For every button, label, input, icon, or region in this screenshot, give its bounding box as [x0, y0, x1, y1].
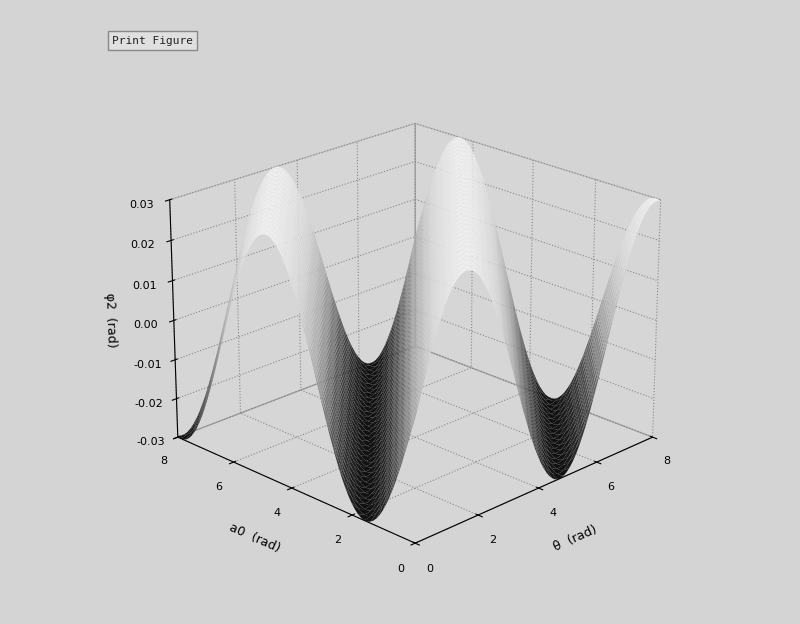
X-axis label: θ  (rad): θ (rad)	[552, 523, 599, 553]
Y-axis label: a0  (rad): a0 (rad)	[227, 521, 282, 555]
Text: Print Figure: Print Figure	[112, 36, 193, 46]
